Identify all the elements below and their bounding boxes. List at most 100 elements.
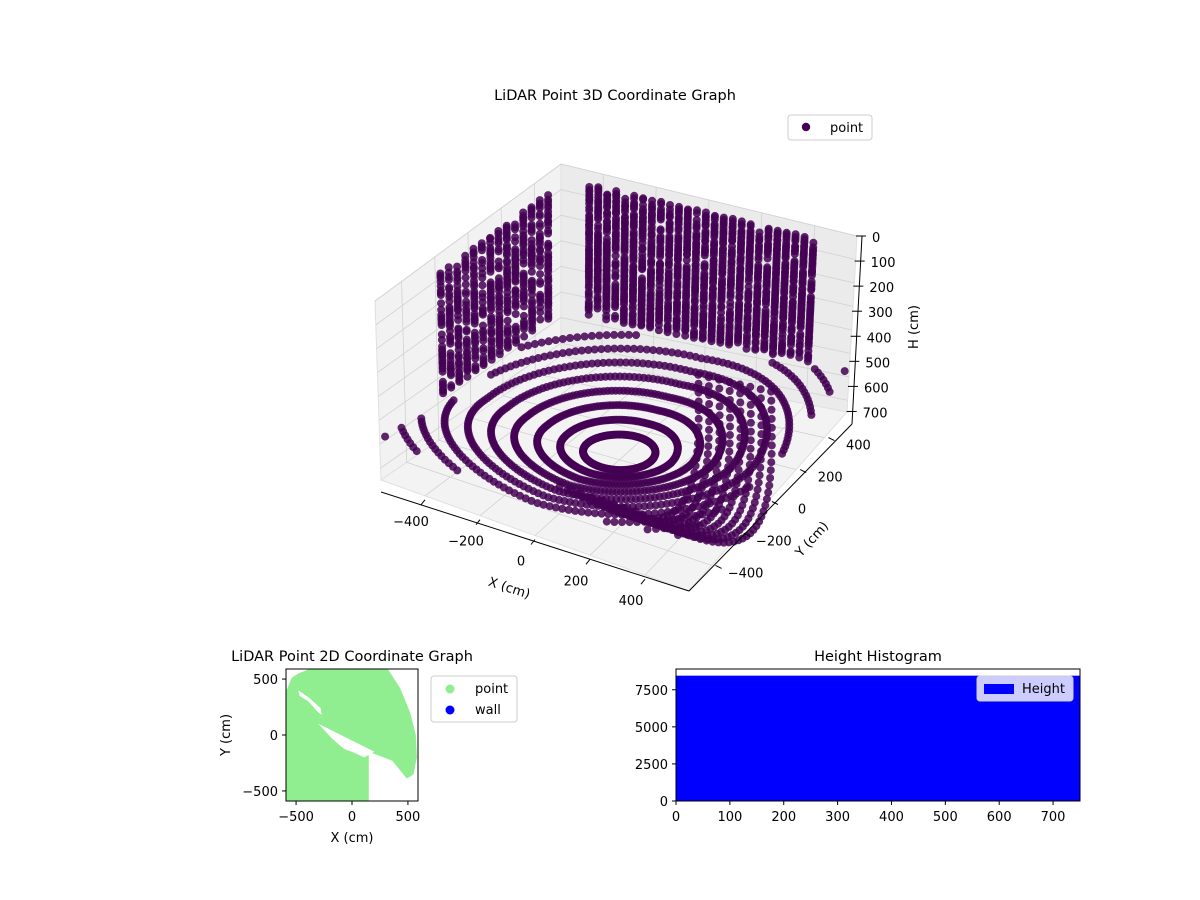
- point-3d: [726, 404, 734, 413]
- point-3d: [597, 345, 606, 354]
- point-3d: [705, 417, 714, 426]
- point-3d: [757, 447, 766, 456]
- point-3d: [622, 358, 630, 367]
- point-3d: [755, 471, 764, 480]
- z-axis-label: H (cm): [907, 305, 922, 349]
- chart-3d-title: LiDAR Point 3D Coordinate Graph: [494, 88, 736, 104]
- point-3d: [470, 304, 479, 313]
- x-tick-label-hist: 200: [771, 810, 796, 825]
- y-tick-mark: [771, 501, 779, 505]
- point-cloud-3d: [381, 183, 849, 547]
- point-3d: [767, 432, 776, 441]
- point-3d: [519, 311, 528, 320]
- point-3d: [760, 345, 769, 354]
- point-3d: [555, 482, 564, 491]
- point-3d: [619, 318, 628, 327]
- y-axis-line: [688, 423, 853, 592]
- point-3d: [715, 375, 724, 384]
- legend-histogram: Height: [976, 675, 1074, 702]
- point-3d: [649, 346, 658, 355]
- y-tick-label: −400: [728, 566, 764, 581]
- chart-2d: LiDAR Point 2D Coordinate Graph −500 0 500…: [219, 649, 518, 846]
- point-3d: [580, 332, 589, 341]
- point-3d: [710, 480, 719, 489]
- z-axis-line: [851, 235, 863, 425]
- coverage-gap: [298, 690, 322, 715]
- point-3d: [746, 436, 755, 445]
- point-3d: [757, 430, 766, 439]
- point-3d: [461, 280, 470, 289]
- x-tick-mark: [640, 578, 646, 585]
- point-3d: [646, 514, 655, 523]
- point-3d: [728, 236, 737, 245]
- point-3d: [536, 262, 544, 270]
- point-3d: [767, 423, 776, 432]
- point-3d: [611, 251, 620, 260]
- point-3d: [566, 486, 575, 495]
- point-3d: [756, 455, 765, 464]
- point-3d: [437, 299, 446, 308]
- point-3d: [639, 195, 648, 204]
- point-3d: [527, 261, 536, 270]
- point-3d: [694, 379, 703, 388]
- point-3d: [754, 255, 763, 264]
- legend-2d-label-wall: wall: [475, 703, 501, 718]
- point-3d: [726, 422, 734, 431]
- point-3d: [661, 521, 670, 530]
- point-3d: [705, 425, 713, 434]
- point-coverage-2d: [286, 669, 417, 801]
- point-3d: [536, 270, 545, 279]
- point-3d: [693, 439, 702, 448]
- point-3d: [439, 389, 448, 398]
- point-3d: [436, 291, 445, 299]
- point-3d: [700, 251, 709, 260]
- x-axis-label: X (cm): [486, 575, 532, 603]
- legend-2d-marker-wall: [445, 705, 455, 715]
- x-tick-label: 0: [517, 555, 525, 570]
- legend-histogram-swatch: [984, 684, 1014, 694]
- point-3d: [479, 361, 488, 369]
- point-3d: [628, 320, 637, 329]
- point-3d: [609, 500, 618, 509]
- point-3d: [611, 303, 620, 312]
- point-3d: [620, 503, 629, 512]
- y-axis-label: Y (cm): [792, 519, 832, 561]
- point-3d: [587, 331, 596, 340]
- x-tick-label: −400: [393, 515, 429, 530]
- point-3d: [763, 254, 772, 263]
- point-3d: [566, 334, 574, 342]
- z-tick-label: 400: [867, 331, 892, 346]
- point-3d: [694, 423, 703, 432]
- point-3d: [470, 319, 479, 328]
- point-3d: [762, 495, 771, 504]
- point-3d: [768, 350, 777, 359]
- point-3d: [455, 377, 464, 386]
- point-3d: [723, 470, 732, 479]
- point-3d: [715, 419, 724, 428]
- point-3d: [551, 503, 560, 512]
- point-3d: [558, 349, 567, 358]
- point-3d: [584, 508, 593, 517]
- point-3d: [593, 304, 602, 313]
- point-3d: [381, 432, 390, 441]
- point-3d: [712, 467, 721, 476]
- point-3d: [704, 434, 713, 443]
- point-3d: [725, 396, 734, 404]
- x-tick-label-hist: 600: [987, 810, 1012, 825]
- axes-frame-histogram: [675, 668, 1081, 802]
- histogram-title: Height Histogram: [814, 649, 942, 665]
- x-tick-label-hist: 500: [933, 810, 958, 825]
- point-3d: [697, 483, 706, 492]
- point-3d: [524, 341, 533, 350]
- y-tick-label: 400: [846, 439, 871, 454]
- point-3d: [503, 316, 512, 325]
- x-tick-mark: [420, 499, 426, 506]
- point-3d: [725, 378, 734, 386]
- point-3d: [702, 536, 711, 545]
- point-3d: [702, 464, 711, 473]
- point-3d: [479, 336, 488, 345]
- point-3d: [437, 335, 446, 344]
- legend-2d-label-point: point: [475, 682, 508, 697]
- point-3d: [478, 273, 487, 282]
